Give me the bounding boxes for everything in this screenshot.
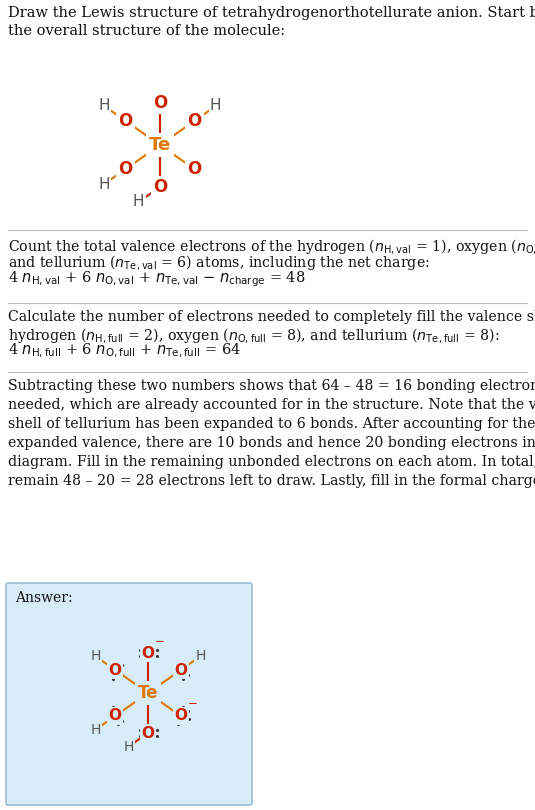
Text: H: H <box>98 177 110 191</box>
Text: H: H <box>195 650 205 663</box>
Text: H: H <box>210 99 221 113</box>
Text: H: H <box>90 650 101 663</box>
Text: O: O <box>109 663 122 677</box>
Text: H: H <box>90 723 101 737</box>
Text: Calculate the number of electrons needed to completely fill the valence shells f: Calculate the number of electrons needed… <box>8 310 535 324</box>
Text: O: O <box>118 160 133 178</box>
Text: Te: Te <box>137 684 158 702</box>
Text: Subtracting these two numbers shows that 64 – 48 = 16 bonding electrons are
need: Subtracting these two numbers shows that… <box>8 379 535 488</box>
Text: O: O <box>174 663 187 677</box>
Text: −: − <box>187 697 197 710</box>
Text: O: O <box>118 112 133 130</box>
Text: H: H <box>133 194 144 210</box>
Text: Count the total valence electrons of the hydrogen ($n_{\mathrm{H,val}}$ = 1), ox: Count the total valence electrons of the… <box>8 237 535 256</box>
Text: 4 $n_{\mathrm{H,full}}$ + 6 $n_{\mathrm{O,full}}$ + $n_{\mathrm{Te,full}}$ = 64: 4 $n_{\mathrm{H,full}}$ + 6 $n_{\mathrm{… <box>8 342 241 360</box>
FancyBboxPatch shape <box>6 583 252 805</box>
Text: Answer:: Answer: <box>15 591 73 605</box>
Text: 4 $n_{\mathrm{H,val}}$ + 6 $n_{\mathrm{O,val}}$ + $n_{\mathrm{Te,val}}$ $-$ $n_{: 4 $n_{\mathrm{H,val}}$ + 6 $n_{\mathrm{O… <box>8 269 305 288</box>
Text: O: O <box>187 112 202 130</box>
Text: O: O <box>153 178 167 196</box>
Text: O: O <box>141 646 155 660</box>
Text: O: O <box>187 160 202 178</box>
Text: and tellurium ($n_{\mathrm{Te,val}}$ = 6) atoms, including the net charge:: and tellurium ($n_{\mathrm{Te,val}}$ = 6… <box>8 253 430 272</box>
Text: −: − <box>155 634 164 647</box>
Text: H: H <box>123 740 134 754</box>
Text: O: O <box>141 726 155 740</box>
Text: Te: Te <box>149 136 171 154</box>
Text: O: O <box>109 709 122 723</box>
Text: Draw the Lewis structure of tetrahydrogenorthotellurate anion. Start by drawing
: Draw the Lewis structure of tetrahydroge… <box>8 6 535 38</box>
Text: hydrogen ($n_{\mathrm{H,full}}$ = 2), oxygen ($n_{\mathrm{O,full}}$ = 8), and te: hydrogen ($n_{\mathrm{H,full}}$ = 2), ox… <box>8 326 499 345</box>
Text: O: O <box>174 709 187 723</box>
Text: O: O <box>153 94 167 112</box>
Text: H: H <box>98 99 110 113</box>
